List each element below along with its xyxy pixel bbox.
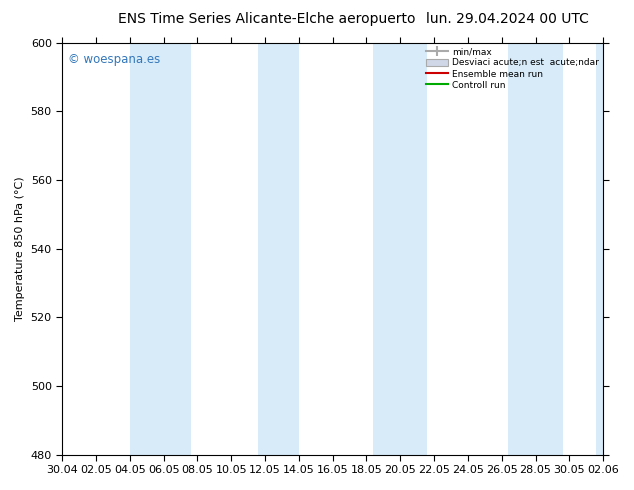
Bar — [373, 43, 427, 455]
Bar — [130, 43, 191, 455]
Bar — [508, 43, 562, 455]
Bar — [258, 43, 299, 455]
Text: © woespana.es: © woespana.es — [68, 53, 160, 66]
Legend: min/max, Desviaci acute;n est  acute;ndar, Ensemble mean run, Controll run: min/max, Desviaci acute;n est acute;ndar… — [424, 45, 600, 92]
Y-axis label: Temperature 850 hPa (°C): Temperature 850 hPa (°C) — [15, 176, 25, 321]
Text: lun. 29.04.2024 00 UTC: lun. 29.04.2024 00 UTC — [426, 12, 588, 26]
Text: ENS Time Series Alicante-Elche aeropuerto: ENS Time Series Alicante-Elche aeropuert… — [117, 12, 415, 26]
Bar — [597, 43, 607, 455]
